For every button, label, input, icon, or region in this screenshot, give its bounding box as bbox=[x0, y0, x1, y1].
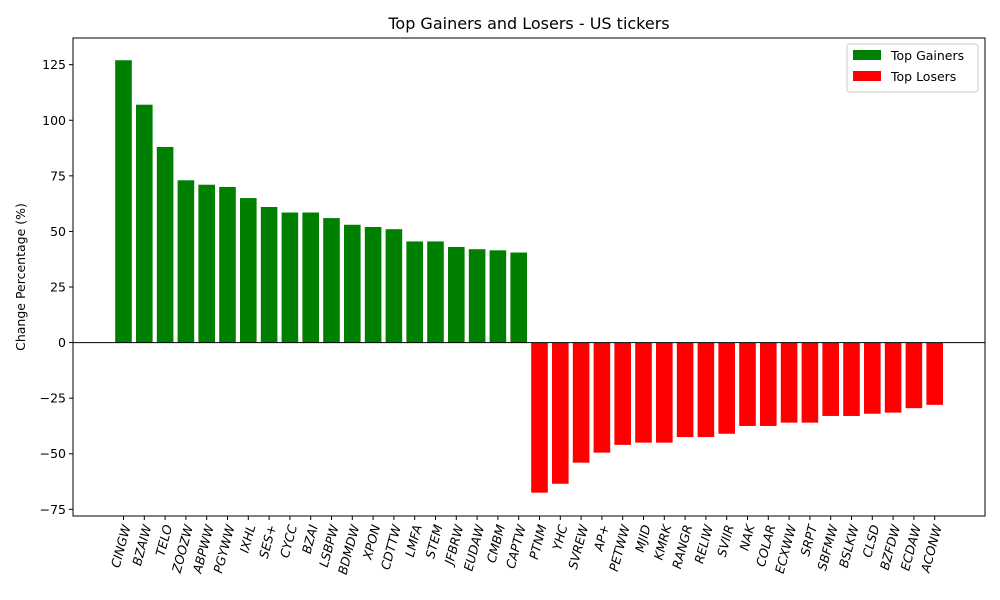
bar-colar bbox=[760, 342, 777, 426]
bar-sviir bbox=[718, 342, 735, 434]
y-tick-label: 125 bbox=[42, 57, 66, 72]
y-tick-label: 100 bbox=[42, 113, 66, 128]
bar-yhc bbox=[552, 342, 569, 484]
legend-swatch-gainers bbox=[853, 50, 881, 60]
bar-abpww bbox=[198, 184, 215, 343]
bar-cdttw bbox=[385, 229, 403, 343]
y-tick-label: 25 bbox=[50, 280, 66, 295]
bar-svrew bbox=[572, 342, 590, 463]
bar-bzfdw bbox=[884, 342, 902, 413]
bar-clsd bbox=[864, 342, 881, 414]
bar-nak bbox=[739, 342, 756, 426]
bar-eudaw bbox=[468, 249, 486, 343]
bars-group bbox=[115, 60, 943, 493]
bar-ses- bbox=[260, 206, 278, 343]
bar-rangr bbox=[676, 342, 694, 438]
bar-srpt bbox=[801, 342, 819, 423]
bar-ecxww bbox=[780, 342, 798, 423]
plot-frame bbox=[72, 37, 986, 517]
bar-xpon bbox=[364, 226, 382, 343]
bar-petww bbox=[614, 342, 631, 445]
y-axis: −75 −50 −25 0 25 50 75 100 125 bbox=[40, 57, 73, 517]
y-tick-label: 0 bbox=[58, 335, 66, 350]
bar-stem bbox=[427, 241, 444, 343]
bar-bzai bbox=[302, 212, 319, 343]
bar-kmrk bbox=[656, 342, 673, 443]
bar-bzaiw bbox=[136, 104, 153, 343]
legend-label-losers: Top Losers bbox=[890, 69, 956, 84]
bar-telo bbox=[156, 146, 174, 343]
bar-lmfa bbox=[406, 241, 423, 343]
y-tick-label: −75 bbox=[40, 502, 66, 517]
bar-lsbpw bbox=[323, 218, 340, 343]
bar-cmbm bbox=[489, 250, 507, 343]
bar-mjid bbox=[635, 342, 652, 443]
x-tick-label: YHC bbox=[549, 523, 570, 552]
bar-zoozw bbox=[177, 180, 195, 343]
bar-jfbrw bbox=[448, 246, 465, 343]
bar-aconw bbox=[926, 342, 943, 405]
bar-bdmdw bbox=[344, 224, 361, 343]
y-tick-label: −50 bbox=[40, 446, 66, 461]
y-tick-label: 50 bbox=[50, 224, 66, 239]
bar-ap- bbox=[593, 342, 611, 453]
legend: Top Gainers Top Losers bbox=[846, 43, 979, 93]
bar-pgyww bbox=[219, 186, 236, 343]
x-tick-label: IXHL bbox=[237, 523, 259, 555]
y-tick-label: −25 bbox=[40, 391, 66, 406]
bar-cingw bbox=[115, 60, 132, 343]
bar-sbfmw bbox=[822, 342, 839, 416]
y-axis-label: Change Percentage (%) bbox=[13, 203, 28, 351]
bar-captw bbox=[510, 252, 527, 343]
bar-ptnm bbox=[531, 342, 548, 493]
bar-ecdaw bbox=[905, 342, 923, 409]
chart-title: Top Gainers and Losers - US tickers bbox=[387, 14, 669, 33]
x-tick-label: NAK bbox=[736, 521, 758, 552]
y-tick-label: 75 bbox=[50, 168, 66, 183]
bar-bslkw bbox=[843, 342, 860, 416]
legend-swatch-losers bbox=[853, 71, 881, 81]
x-tick-label: AP+ bbox=[590, 523, 612, 554]
x-tick-label: MJID bbox=[632, 523, 654, 554]
bar-reliw bbox=[697, 342, 715, 438]
legend-label-gainers: Top Gainers bbox=[890, 48, 964, 63]
bar-ixhl bbox=[240, 198, 257, 343]
x-tick-label: BZAI bbox=[299, 523, 321, 556]
bar-cycc bbox=[281, 212, 299, 343]
